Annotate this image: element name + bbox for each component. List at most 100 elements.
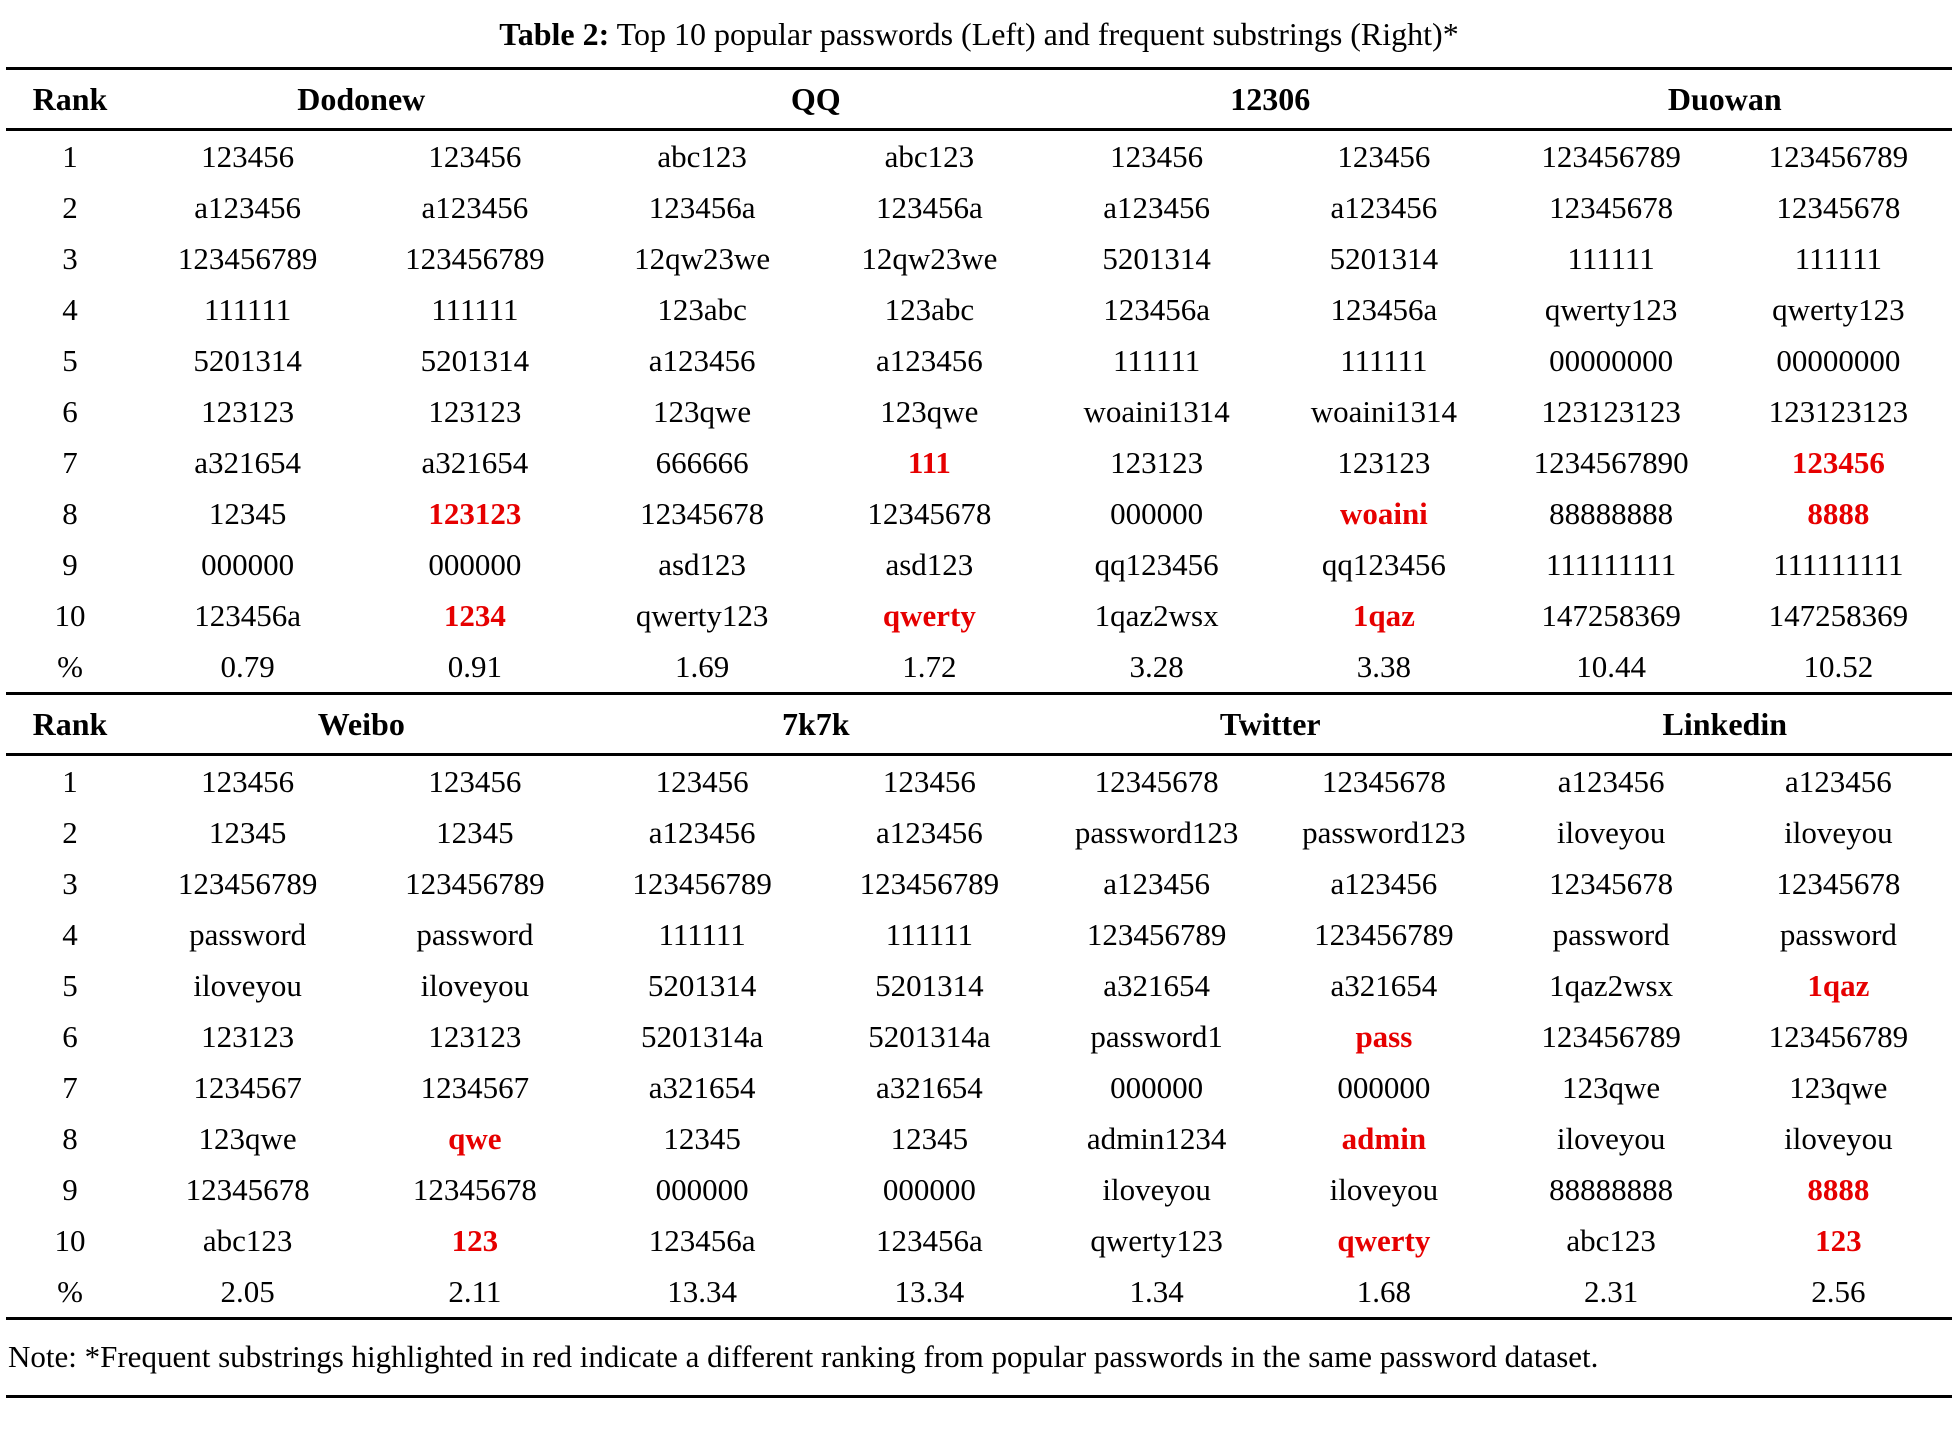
substring-cell: password123: [1302, 814, 1466, 850]
percent-row: % 0.79 0.91 1.69 1.72 3.28 3.38 10.44 10.52: [6, 641, 1952, 694]
substring-cell: pass: [1355, 1018, 1413, 1054]
substring-cell: asd123: [885, 546, 974, 582]
rank-cell: 9: [62, 546, 78, 582]
password-cell: 123456a: [194, 597, 301, 633]
table-row: 5 iloveyou iloveyou 5201314 5201314 a321654 a3…: [6, 960, 1952, 1011]
substring-cell: a123456: [1784, 763, 1892, 799]
password-cell: a123456: [648, 342, 756, 378]
rank-cell: 2: [62, 814, 78, 850]
substring-cell: 123456789: [859, 865, 1000, 901]
substring-cell: 123: [1815, 1222, 1862, 1258]
dataset-header-weibo: Weibo: [134, 692, 589, 756]
password-cell: 12345678: [640, 495, 765, 531]
substring-cell: 5201314: [1329, 240, 1439, 276]
password-cell: a321654: [648, 1069, 756, 1105]
password-cell: 147258369: [1541, 597, 1681, 633]
substring-cell: 1234567: [420, 1069, 530, 1105]
password-cell: 111111: [1113, 342, 1201, 378]
rank-cell: 7: [62, 444, 78, 480]
password-cell: 12345: [663, 1120, 741, 1156]
substring-cell: 12345: [890, 1120, 969, 1156]
substring-cell: 5201314: [875, 967, 984, 1003]
substring-cell: 147258369: [1768, 597, 1909, 633]
table-row: 3 123456789 123456789 123456789 123456789 a12…: [6, 858, 1952, 909]
table-caption-text: Top 10 popular passwords (Left) and freq…: [609, 16, 1459, 52]
substring-cell: 111111: [1794, 240, 1882, 276]
substring-cell: password: [1779, 916, 1897, 952]
substring-percent-cell: 0.91: [447, 648, 502, 684]
substring-percent-cell: 13.34: [894, 1273, 965, 1309]
password-cell: 123456: [201, 138, 295, 174]
password-cell: 123qwe: [653, 393, 752, 429]
passwords-table: Rank Dodonew QQ 12306 Duowan 1 123456 123456 abc…: [6, 67, 1952, 1317]
password-cell: qq123456: [1094, 546, 1219, 582]
password-cell: a321654: [1103, 967, 1210, 1003]
substring-cell: 123qwe: [880, 393, 979, 429]
substring-cell: a123456: [1330, 865, 1438, 901]
rank-header: Rank: [6, 67, 134, 131]
substring-cell: a321654: [421, 444, 529, 480]
header-row: Rank Dodonew QQ 12306 Duowan: [6, 67, 1952, 131]
rank-cell: 8: [62, 495, 78, 531]
dataset-header-12306: 12306: [1043, 67, 1498, 131]
substring-cell: 123456789: [405, 240, 545, 276]
rank-cell: 3: [62, 865, 78, 901]
password-cell: 123123: [1110, 444, 1204, 480]
table-row: 7 1234567 1234567 a321654 a321654 000000 00000…: [6, 1062, 1952, 1113]
password-cell: 111111: [1567, 240, 1655, 276]
substring-cell: qwerty: [1337, 1222, 1431, 1258]
substring-cell: 12qw23we: [861, 240, 998, 276]
substring-cell: 8888: [1807, 1171, 1870, 1207]
substring-cell: 12345678: [867, 495, 992, 531]
substring-cell: 123456789: [1768, 138, 1909, 174]
table-row: 9 12345678 12345678 000000 000000 iloveyou ilo…: [6, 1164, 1952, 1215]
substring-cell: 123123: [428, 495, 522, 531]
substring-cell: 00000000: [1776, 342, 1901, 378]
table-row: 10 123456a 1234 qwerty123 qwerty 1qaz2wsx 1qaz…: [6, 590, 1952, 641]
password-cell: 111111: [658, 916, 746, 952]
substring-cell: 111111: [885, 916, 973, 952]
table-row: 1 123456 123456 abc123 abc123 123456 123456 123…: [6, 130, 1952, 183]
table-row: 6 123123 123123 5201314a 5201314a password1 pa…: [6, 1011, 1952, 1062]
password-cell: 123456a: [1103, 291, 1210, 327]
password-cell: 123456789: [632, 865, 772, 901]
password-cell: a123456: [648, 814, 756, 850]
dataset-header-linkedin: Linkedin: [1497, 692, 1952, 756]
password-cell: 1234567890: [1533, 444, 1689, 480]
password-cell: 12345678: [1549, 189, 1674, 225]
password-cell: 88888888: [1549, 1171, 1674, 1207]
substring-cell: a321654: [1330, 967, 1438, 1003]
table-row: 4 111111 111111 123abc 123abc 123456a 123456a q…: [6, 284, 1952, 335]
rank-cell: 4: [62, 291, 78, 327]
substring-cell: 123456789: [1768, 1018, 1909, 1054]
substring-cell: 12345678: [412, 1171, 537, 1207]
password-cell: 666666: [655, 444, 749, 480]
password-cell: 00000000: [1549, 342, 1674, 378]
substring-cell: 123456: [428, 138, 522, 174]
password-percent-cell: 3.28: [1129, 648, 1184, 684]
rank-cell: 1: [62, 763, 78, 799]
password-cell: 123456789: [177, 240, 318, 276]
password-cell: 111111: [204, 291, 292, 327]
substring-cell: 5201314a: [868, 1018, 991, 1054]
substring-percent-cell: 1.72: [902, 648, 957, 684]
password-cell: a123456: [194, 189, 301, 225]
rank-cell: 7: [62, 1069, 78, 1105]
table-row: 9 000000 000000 asd123 asd123 qq123456 qq12345…: [6, 539, 1952, 590]
substring-cell: iloveyou: [1784, 814, 1893, 850]
substring-cell: 123456: [882, 763, 976, 799]
password-cell: abc123: [1566, 1222, 1656, 1258]
substring-cell: qwerty123: [1772, 291, 1905, 327]
rank-cell: 9: [62, 1171, 78, 1207]
percent-row: % 2.05 2.11 13.34 13.34 1.34 1.68 2.31 2.56: [6, 1266, 1952, 1317]
substring-cell: a123456: [1330, 189, 1438, 225]
substring-cell: 12345: [436, 814, 514, 850]
substring-cell: a321654: [875, 1069, 983, 1105]
table-row: 2 a123456 a123456 123456a 123456a a123456 a123…: [6, 182, 1952, 233]
substring-percent-cell: 10.52: [1803, 648, 1874, 684]
password-cell: password1: [1090, 1018, 1223, 1054]
password-cell: 1qaz2wsx: [1094, 597, 1219, 633]
password-cell: iloveyou: [1556, 814, 1666, 850]
password-cell: qwerty123: [1090, 1222, 1223, 1258]
substring-cell: iloveyou: [420, 967, 530, 1003]
